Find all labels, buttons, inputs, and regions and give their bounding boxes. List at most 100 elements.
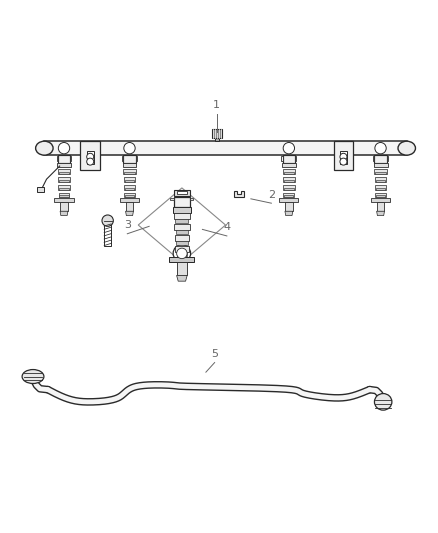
Bar [173, 207, 191, 213]
Bar [375, 185, 386, 190]
Polygon shape [377, 211, 385, 215]
Bar [59, 172, 69, 174]
Ellipse shape [374, 393, 392, 410]
Polygon shape [285, 211, 293, 215]
Bar [122, 156, 124, 160]
Bar [120, 198, 139, 201]
Bar [284, 172, 294, 174]
Bar [295, 156, 296, 160]
Bar [374, 163, 388, 167]
Bar [60, 201, 68, 211]
Bar [176, 230, 188, 233]
Bar [124, 185, 135, 190]
Bar [44, 141, 407, 155]
Text: 4: 4 [223, 222, 230, 232]
Ellipse shape [22, 369, 44, 384]
Bar [58, 169, 70, 174]
Bar [124, 155, 136, 163]
Circle shape [283, 142, 294, 154]
Bar [58, 155, 70, 163]
Polygon shape [234, 191, 244, 197]
Bar [279, 198, 298, 201]
Bar [376, 180, 385, 182]
Bar [376, 195, 385, 197]
Bar [70, 156, 71, 160]
Bar [283, 177, 294, 182]
Text: 3: 3 [124, 220, 131, 230]
Bar [375, 172, 386, 174]
Polygon shape [170, 198, 174, 200]
Bar [174, 213, 190, 219]
Bar [123, 163, 137, 167]
Circle shape [173, 245, 191, 262]
Bar [177, 262, 187, 276]
Bar [57, 156, 58, 160]
Bar [283, 155, 295, 163]
Bar [282, 163, 296, 167]
Bar [373, 156, 374, 160]
Polygon shape [190, 198, 194, 200]
Bar [58, 185, 70, 190]
Bar [387, 156, 388, 160]
Text: 1: 1 [213, 100, 220, 110]
Bar [170, 257, 194, 262]
Circle shape [375, 142, 386, 154]
Bar [334, 141, 353, 169]
Bar [59, 180, 69, 182]
Circle shape [340, 154, 347, 160]
Bar [126, 201, 134, 211]
Bar [175, 246, 189, 252]
Bar [60, 195, 69, 197]
Bar [285, 201, 293, 211]
Bar [124, 177, 135, 182]
Bar [37, 187, 44, 192]
Bar [124, 192, 135, 197]
Bar [371, 198, 390, 201]
Bar [54, 198, 74, 201]
Bar [174, 190, 190, 196]
Bar [283, 192, 294, 197]
Bar [81, 141, 100, 169]
Bar [136, 156, 137, 160]
Bar [283, 185, 294, 190]
Bar [375, 177, 386, 182]
Ellipse shape [398, 141, 416, 155]
Polygon shape [60, 211, 68, 215]
Bar [174, 197, 190, 207]
Circle shape [87, 154, 94, 160]
Bar [58, 177, 70, 182]
Bar [125, 195, 134, 197]
Bar [375, 192, 386, 197]
Bar [104, 223, 111, 246]
Circle shape [177, 248, 187, 259]
Bar [284, 188, 294, 190]
Bar [283, 169, 295, 174]
Bar [282, 156, 283, 160]
Bar [374, 169, 387, 174]
Bar [284, 195, 293, 197]
Bar [175, 235, 189, 241]
Bar [87, 151, 94, 164]
Circle shape [124, 142, 135, 154]
Ellipse shape [35, 141, 53, 155]
Circle shape [102, 215, 113, 227]
Bar [284, 180, 294, 182]
Bar [125, 188, 134, 190]
Circle shape [87, 158, 94, 165]
Bar [374, 155, 387, 163]
Bar [177, 191, 187, 195]
Circle shape [58, 142, 70, 154]
Bar [215, 138, 219, 141]
Bar [340, 151, 347, 164]
Bar [175, 219, 188, 223]
Bar [377, 201, 385, 211]
Bar [177, 252, 187, 256]
Bar [57, 163, 71, 167]
Polygon shape [126, 211, 134, 215]
Bar [174, 224, 190, 230]
Bar [125, 180, 134, 182]
Text: 2: 2 [268, 190, 275, 200]
Bar [59, 192, 70, 197]
Circle shape [340, 158, 347, 165]
Bar [212, 129, 222, 138]
